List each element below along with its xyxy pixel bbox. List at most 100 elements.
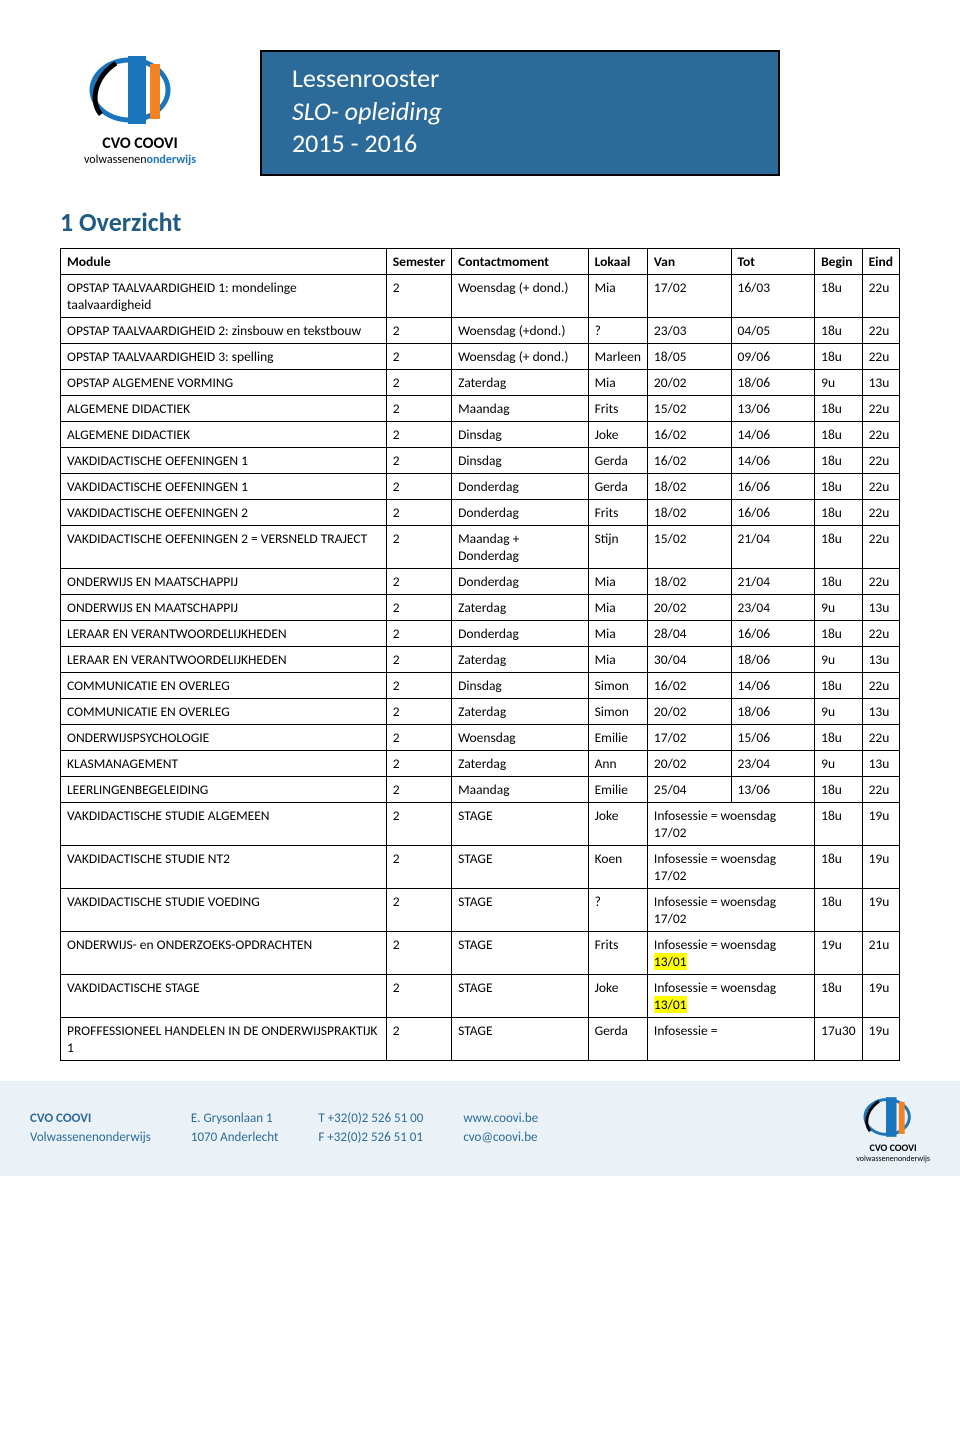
table-cell: STAGE [452, 931, 589, 974]
table-cell: Dinsdag [452, 672, 589, 698]
logo-sub: volwassenenonderwijs [84, 153, 196, 167]
title-banner: Lessenrooster SLO- opleiding 2015 - 2016 [260, 50, 780, 176]
table-cell: 18/06 [731, 369, 815, 395]
table-cell: 2 [386, 646, 451, 672]
table-cell: Infosessie = woensdag 17/02 [647, 845, 814, 888]
table-cell: 20/02 [647, 698, 731, 724]
footer-logo-sub: volwassenenonderwijs [856, 1154, 930, 1164]
table-cell: ALGEMENE DIDACTIEK [61, 395, 387, 421]
table-cell: VAKDIDACTISCHE OEFENINGEN 1 [61, 447, 387, 473]
table-cell: 04/05 [731, 317, 815, 343]
table-cell: 16/06 [731, 620, 815, 646]
table-row: ALGEMENE DIDACTIEK2DinsdagJoke16/0214/06… [61, 421, 900, 447]
table-cell: 2 [386, 343, 451, 369]
table-cell: ONDERWIJS EN MAATSCHAPPIJ [61, 568, 387, 594]
table-row: VAKDIDACTISCHE OEFENINGEN 12DonderdagGer… [61, 473, 900, 499]
table-cell: 18u [815, 845, 862, 888]
table-cell: 22u [862, 473, 899, 499]
table-cell: Mia [588, 646, 647, 672]
table-cell: 2 [386, 1017, 451, 1060]
table-cell: 23/04 [731, 750, 815, 776]
page-header: CVO COOVI volwassenenonderwijs Lessenroo… [60, 50, 900, 176]
table-cell: 15/06 [731, 724, 815, 750]
table-cell: VAKDIDACTISCHE STUDIE ALGEMEEN [61, 802, 387, 845]
table-cell: 2 [386, 724, 451, 750]
col-tot: Tot [731, 248, 815, 274]
table-cell: 18u [815, 776, 862, 802]
table-cell: 22u [862, 620, 899, 646]
table-row: KLASMANAGEMENT2ZaterdagAnn20/0223/049u13… [61, 750, 900, 776]
table-cell: 13u [862, 646, 899, 672]
table-cell: Mia [588, 369, 647, 395]
table-cell: Simon [588, 698, 647, 724]
table-cell: Ann [588, 750, 647, 776]
footer-web: www.coovi.be [463, 1111, 538, 1126]
table-cell: 16/02 [647, 447, 731, 473]
table-cell: Zaterdag [452, 750, 589, 776]
table-cell: 14/06 [731, 421, 815, 447]
table-cell: LERAAR EN VERANTWOORDELIJKHEDEN [61, 646, 387, 672]
table-cell: Frits [588, 931, 647, 974]
table-cell: ONDERWIJS- en ONDERZOEKS-OPDRACHTEN [61, 931, 387, 974]
table-cell: Mia [588, 274, 647, 317]
footer-address: E. Grysonlaan 1 1070 Anderlecht [191, 1111, 279, 1145]
table-cell: 22u [862, 568, 899, 594]
table-cell: 18/02 [647, 473, 731, 499]
table-cell: Mia [588, 568, 647, 594]
table-cell: Infosessie = woensdag 17/02 [647, 802, 814, 845]
table-cell: 2 [386, 594, 451, 620]
col-module: Module [61, 248, 387, 274]
table-cell: 2 [386, 974, 451, 1017]
table-cell: STAGE [452, 888, 589, 931]
table-cell: 2 [386, 499, 451, 525]
table-cell: 18u [815, 499, 862, 525]
table-row: COMMUNICATIE EN OVERLEG2ZaterdagSimon20/… [61, 698, 900, 724]
table-cell: 18u [815, 888, 862, 931]
table-cell: 2 [386, 672, 451, 698]
table-cell: Koen [588, 845, 647, 888]
table-row: COMMUNICATIE EN OVERLEG2DinsdagSimon16/0… [61, 672, 900, 698]
table-cell: 21/04 [731, 525, 815, 568]
table-cell: 13/06 [731, 395, 815, 421]
table-cell: STAGE [452, 845, 589, 888]
table-cell: Donderdag [452, 568, 589, 594]
table-cell: 13/06 [731, 776, 815, 802]
table-cell: VAKDIDACTISCHE STUDIE VOEDING [61, 888, 387, 931]
table-cell: 19u [862, 974, 899, 1017]
table-cell: 14/06 [731, 672, 815, 698]
footer-org-name: CVO COOVI [30, 1111, 151, 1126]
table-cell: Donderdag [452, 620, 589, 646]
col-eind: Eind [862, 248, 899, 274]
table-cell: Maandag [452, 395, 589, 421]
table-cell: 13u [862, 750, 899, 776]
table-cell: OPSTAP TAALVAARDIGHEID 1: mondelinge taa… [61, 274, 387, 317]
table-row: VAKDIDACTISCHE STUDIE VOEDING2STAGE?Info… [61, 888, 900, 931]
table-cell: Frits [588, 395, 647, 421]
table-cell: STAGE [452, 974, 589, 1017]
table-cell: 2 [386, 802, 451, 845]
table-cell: 18u [815, 802, 862, 845]
table-cell: 13u [862, 369, 899, 395]
table-cell: Maandag + Donderdag [452, 525, 589, 568]
table-cell: 18u [815, 447, 862, 473]
table-cell: STAGE [452, 802, 589, 845]
table-cell: 21u [862, 931, 899, 974]
table-cell: Woensdag [452, 724, 589, 750]
table-cell: Maandag [452, 776, 589, 802]
table-row: VAKDIDACTISCHE OEFENINGEN 2 = VERSNELD T… [61, 525, 900, 568]
table-cell: 23/04 [731, 594, 815, 620]
table-cell: 9u [815, 594, 862, 620]
table-cell: Mia [588, 594, 647, 620]
table-cell: COMMUNICATIE EN OVERLEG [61, 672, 387, 698]
table-cell: 22u [862, 421, 899, 447]
table-cell: Stijn [588, 525, 647, 568]
footer-phone: T +32(0)2 526 51 00 F +32(0)2 526 51 01 [318, 1111, 423, 1145]
table-cell: 22u [862, 525, 899, 568]
table-row: VAKDIDACTISCHE OEFENINGEN 12DinsdagGerda… [61, 447, 900, 473]
org-logo: CVO COOVI volwassenenonderwijs [60, 50, 220, 167]
table-cell: Gerda [588, 473, 647, 499]
footer-mail: cvo@coovi.be [463, 1130, 538, 1145]
table-cell: Emilie [588, 724, 647, 750]
table-cell: Joke [588, 974, 647, 1017]
table-cell: 15/02 [647, 525, 731, 568]
